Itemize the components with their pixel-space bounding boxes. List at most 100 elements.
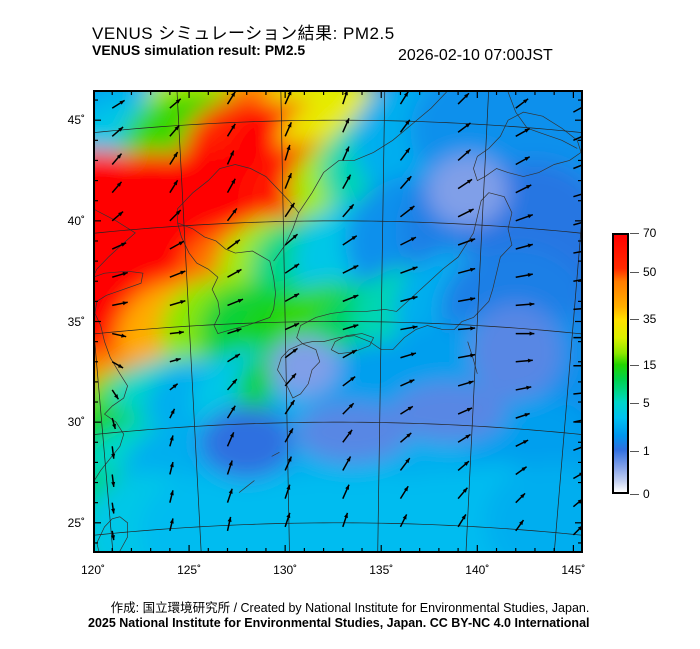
wind-vector bbox=[284, 172, 293, 189]
wind-vector bbox=[169, 408, 176, 419]
meridian-135 bbox=[377, 90, 386, 553]
wind-vector bbox=[169, 300, 186, 307]
wind-vector bbox=[399, 205, 415, 218]
wind-vector bbox=[515, 213, 534, 222]
x-axis-label-140: 140˚ bbox=[465, 563, 490, 577]
wind-vector bbox=[399, 485, 409, 500]
wind-vector bbox=[169, 518, 174, 532]
wind-vector bbox=[284, 233, 299, 246]
colorbar-tick-50 bbox=[630, 272, 639, 274]
wind-vector bbox=[400, 325, 418, 331]
wind-vector bbox=[284, 347, 299, 359]
coastline-layer bbox=[93, 91, 582, 553]
wind-vector bbox=[169, 357, 181, 363]
wind-vector bbox=[111, 181, 123, 194]
field-cell bbox=[469, 303, 562, 401]
colorbar-tick-15 bbox=[630, 364, 639, 366]
colorbar-label-70: 70 bbox=[643, 226, 657, 240]
colorbar-tick-5 bbox=[630, 402, 639, 404]
colorbar-tick-35 bbox=[630, 319, 639, 321]
field-cell bbox=[269, 335, 339, 396]
meridian-120 bbox=[93, 317, 114, 553]
license-line: 2025 National Institute for Environmenta… bbox=[88, 616, 590, 630]
wind-vector bbox=[226, 432, 235, 447]
wind-vector bbox=[457, 208, 474, 218]
colorbar-tick-70 bbox=[630, 233, 639, 234]
wind-vector bbox=[342, 118, 350, 133]
wind-vector bbox=[457, 178, 473, 190]
wind-vector bbox=[284, 263, 300, 274]
y-axis-label-30: 30˚ bbox=[67, 415, 85, 430]
wind-vector bbox=[457, 149, 471, 162]
wind-vector bbox=[342, 376, 356, 387]
wind-vector bbox=[342, 349, 358, 359]
field-cell bbox=[200, 406, 293, 479]
wind-vector bbox=[284, 373, 297, 387]
wind-vector bbox=[399, 147, 411, 161]
wind-vector bbox=[515, 127, 531, 137]
wind-vector bbox=[226, 123, 236, 137]
wind-vector bbox=[284, 292, 300, 303]
wind-vector bbox=[458, 326, 476, 331]
wind-vector bbox=[457, 460, 470, 472]
wind-vector bbox=[399, 175, 412, 190]
wind-vector bbox=[169, 435, 174, 447]
wind-vector bbox=[284, 144, 291, 161]
wind-vector bbox=[342, 235, 358, 246]
wind-vector bbox=[515, 385, 532, 391]
wind-vector bbox=[400, 352, 417, 359]
wind-vector bbox=[457, 267, 476, 274]
wind-vector bbox=[457, 297, 476, 303]
wind-vector bbox=[515, 519, 525, 532]
parallel-35 bbox=[93, 321, 583, 335]
wind-vector bbox=[169, 98, 182, 109]
wind-vector bbox=[227, 268, 242, 278]
wind-vector bbox=[226, 405, 236, 419]
wind-vector bbox=[111, 361, 124, 369]
colorbar-tick-1 bbox=[630, 450, 639, 452]
wind-vector bbox=[342, 264, 359, 274]
wind-vector bbox=[515, 243, 533, 250]
colorbar-label-35: 35 bbox=[643, 312, 657, 327]
wind-vector bbox=[400, 236, 417, 246]
wind-vector bbox=[112, 271, 128, 278]
field-cell bbox=[427, 154, 509, 227]
parallel-45 bbox=[93, 119, 583, 134]
wind-vector bbox=[515, 439, 529, 447]
wind-vector bbox=[111, 153, 123, 165]
colorbar bbox=[612, 233, 629, 494]
meridian-125 bbox=[176, 90, 202, 553]
credit-line: 作成: 国立環境研究所 / Created by National Instit… bbox=[110, 601, 590, 615]
wind-vector bbox=[111, 210, 124, 222]
wind-vector bbox=[400, 295, 418, 303]
wind-vector bbox=[110, 530, 115, 541]
coastline-taiwan bbox=[96, 516, 128, 553]
wind-vector bbox=[112, 332, 127, 338]
y-axis-label-40: 40˚ bbox=[67, 213, 85, 228]
wind-vector bbox=[457, 238, 476, 246]
wind-vector bbox=[169, 124, 180, 137]
wind-vector bbox=[226, 150, 235, 165]
page-title-english: VENUS simulation result: PM2.5 bbox=[92, 42, 306, 58]
field-cell bbox=[390, 381, 507, 443]
wind-vector bbox=[399, 432, 412, 443]
wind-vector bbox=[284, 427, 294, 443]
coastline-kyushu bbox=[277, 343, 321, 399]
simulation-datetime: 2026-02-10 07:00JST bbox=[398, 47, 553, 64]
wind-vector bbox=[515, 331, 535, 336]
wind-vector bbox=[515, 466, 528, 476]
wind-vector bbox=[226, 207, 238, 222]
coastline-amami bbox=[271, 452, 280, 457]
pm25-map-plot bbox=[93, 90, 583, 553]
wind-vector bbox=[227, 239, 241, 250]
wind-vector bbox=[400, 379, 415, 387]
wind-vector bbox=[226, 178, 236, 194]
wind-vector bbox=[342, 294, 359, 303]
map-canvas bbox=[93, 90, 583, 553]
wind-vector bbox=[169, 179, 179, 194]
coastline-korea-northeast bbox=[177, 164, 300, 262]
wind-vector bbox=[284, 122, 293, 137]
x-axis-label-130: 130˚ bbox=[273, 563, 298, 577]
wind-vector bbox=[111, 474, 116, 487]
x-axis-label-145: 145˚ bbox=[561, 563, 586, 577]
